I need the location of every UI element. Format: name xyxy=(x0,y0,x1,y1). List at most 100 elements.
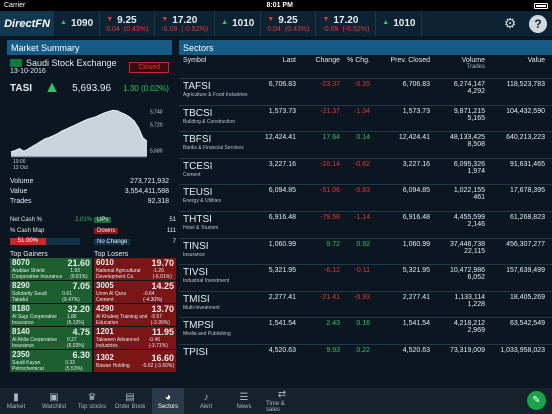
sector-volume: 1,022,155 xyxy=(453,187,485,195)
ticker-item[interactable]: ▲ 1010 xyxy=(376,11,423,36)
sector-last: 6,916.48 xyxy=(268,213,296,221)
ticker-pct: (0.43%) xyxy=(123,25,149,33)
loser-item[interactable]: 4290 13.70 Al Khaleej Training and Educat… xyxy=(94,304,176,326)
sector-symbol: TAFSI xyxy=(183,81,211,92)
ticker-item[interactable]: ▲ 1010 xyxy=(215,11,262,36)
sector-row[interactable]: TAFSI Agriculture & Food Industries 6,706… xyxy=(179,79,552,106)
stock-code: 4290 xyxy=(96,304,114,313)
tab-sectors[interactable]: ◕ Sectors xyxy=(152,388,184,414)
tab-time-sales[interactable]: ⇄ Time & sales xyxy=(266,388,298,414)
sector-row[interactable]: TIVSI Industrial Investment 5,321.95 -6.1… xyxy=(179,265,552,292)
col-prev[interactable]: Prev. Closed xyxy=(390,57,430,64)
sector-value: 456,307,277 xyxy=(506,240,545,248)
sectors-panel: Sectors Symbol Last Change % Chg. Prev. … xyxy=(179,40,552,385)
sector-trades: 8,508 xyxy=(467,141,485,149)
loser-item[interactable]: 6010 19.70 National Agricultural Developm… xyxy=(94,258,176,280)
sector-row[interactable]: THTSI Hotel & Tourism 6,916.48 -79.58 -1.… xyxy=(179,212,552,239)
sector-row[interactable]: TEUSI Energy & Utilities 6,094.85 -51.06 … xyxy=(179,185,552,212)
ticker-item[interactable]: ▼ 17.20 -0.09 (-0.52%) xyxy=(155,11,216,36)
stock-price: 16.60 xyxy=(151,353,174,363)
sector-last: 1,573.73 xyxy=(268,107,296,115)
loser-item[interactable]: 3005 14.25 Umm Al Qura Cement -0.64 (-4.30… xyxy=(94,281,176,303)
tab-top-stocks[interactable]: ♛ Top stocks xyxy=(76,388,108,414)
sector-last: 12,424.41 xyxy=(264,134,296,142)
sector-row[interactable]: TBFSI Banks & Financial Services 12,424.4… xyxy=(179,132,552,159)
col-symbol[interactable]: Symbol xyxy=(183,57,207,64)
stock-change: 0.27 xyxy=(66,337,77,343)
tab-alert[interactable]: ♪ Alert xyxy=(190,388,222,414)
sector-row[interactable]: TINSI Insurance 1,060.99 9.72 0.92 1,060.… xyxy=(179,239,552,266)
tab-news[interactable]: ☰ News xyxy=(228,388,260,414)
stock-price: 7.05 xyxy=(72,281,90,291)
sector-value: 17,678,395 xyxy=(509,187,545,195)
tab-market[interactable]: ▮ Market xyxy=(0,388,32,414)
tab-label: Time & sales xyxy=(266,401,285,413)
ticker-item[interactable]: ▲ 1090 xyxy=(54,11,101,36)
stock-name: Saudi Kayan Petrochemical xyxy=(12,360,44,372)
help-icon[interactable]: ? xyxy=(529,14,547,33)
book-icon: ▤ xyxy=(125,392,135,403)
sector-row[interactable]: TBCSI Building & Construction 1,573.73 -2… xyxy=(179,106,552,133)
stock-code: 3005 xyxy=(96,281,114,290)
gainer-item[interactable]: 2350 6.30 Saudi Kayan Petrochemical 0.33 (… xyxy=(10,350,92,372)
stock-code: 8140 xyxy=(12,327,30,336)
sector-value: 104,432,590 xyxy=(506,107,545,115)
ticker-strip[interactable]: ▲ 1090 ▼ 9.25 0.04 (0.43%) ▼ 17.20 -0.09 (-0.5… xyxy=(54,11,496,36)
col-pct[interactable]: % Chg. xyxy=(347,57,370,64)
sector-prev: 6,706.83 xyxy=(402,81,430,88)
tab-order-book[interactable]: ▤ Order Book xyxy=(114,388,146,414)
gear-icon[interactable]: ⚙ xyxy=(503,15,517,31)
downs-label: Downs xyxy=(94,227,119,234)
sector-trades: 1,228 xyxy=(467,300,485,308)
gainer-item[interactable]: 8180 32.20 Al Sagr Cooperative Insurance 1… xyxy=(10,304,92,326)
sector-trades: 2,146 xyxy=(467,220,485,228)
ticker-item[interactable]: ▼ 9.25 0.04 (0.43%) xyxy=(100,11,156,36)
gainer-item[interactable]: 8290 7.05 Solidarity Saudi Takaful 0.61 (9… xyxy=(10,281,92,303)
sector-row[interactable]: TMPSI Media and Publishing 1,541.54 2.43 … xyxy=(179,318,552,345)
col-volume[interactable]: Volume Trades xyxy=(461,57,485,70)
sector-desc: Industrial Investment xyxy=(183,278,230,285)
ticker-change: 0.04 xyxy=(106,25,120,33)
ticker-item[interactable]: ▼ 9.25 0.04 (0.43%) xyxy=(261,11,317,36)
downs-value: 111 xyxy=(166,227,176,234)
col-value[interactable]: Value xyxy=(527,57,545,64)
sector-pct: -0.93 xyxy=(354,293,370,301)
ticker-price: 17.20 xyxy=(172,14,198,26)
col-change[interactable]: Change xyxy=(315,57,340,64)
sector-row[interactable]: TCESI Cement 3,227.16 -20.14 -0.62 3,227.… xyxy=(179,159,552,186)
stock-pct: (6.03%) xyxy=(66,343,85,349)
sector-row[interactable]: TPISI 4,520.63 9.93 0.22 4,520.63 73,319… xyxy=(179,345,552,369)
stock-name: Al Khaleej Training and Education xyxy=(96,314,148,326)
stock-pct: (-3.99%) xyxy=(150,320,170,326)
value-value: 3,554,411,588 xyxy=(124,188,169,195)
ticker-price: 1010 xyxy=(232,18,255,29)
exchange-name[interactable]: Saudi Stock Exchange xyxy=(26,58,117,68)
top-gainers-label: Top Gainers xyxy=(10,251,48,258)
sector-volume: 6,095,326 xyxy=(453,160,485,168)
loser-item[interactable]: 1302 16.60 Bawan Holding -0.62 (-3.60%) xyxy=(94,350,176,372)
sector-volume: 10,472,986 xyxy=(449,267,485,275)
gainer-item[interactable]: 8070 21.60 Arabian Shield Cooperative Ins… xyxy=(10,258,92,280)
edit-pencil-icon[interactable]: ✎ xyxy=(527,391,546,410)
clock: 8:01 PM xyxy=(266,2,293,9)
top-losers-label: Top Losers xyxy=(94,251,129,258)
index-value: 5,693.96 xyxy=(72,82,112,94)
sector-volume: 1,133,114 xyxy=(454,293,485,301)
col-last[interactable]: Last xyxy=(282,57,296,64)
stock-change: -0.46 xyxy=(148,337,160,343)
ticker-price: 1010 xyxy=(393,18,416,29)
stock-change: -0.64 xyxy=(143,291,155,297)
sector-row[interactable]: TMISI Multi-Investment 2,277.41 -21.41 -0… xyxy=(179,292,552,319)
gainer-item[interactable]: 8140 4.75 Al Ahlia Cooperative Insurance 0… xyxy=(10,327,92,349)
sector-last: 1,541.54 xyxy=(268,320,296,328)
stock-pct: (-4.30%) xyxy=(143,297,163,303)
loser-item[interactable]: 1201 11.95 Takween Advanced Industries -0.… xyxy=(94,327,176,349)
status-bar: Carrier 8:01 PM xyxy=(0,0,552,11)
sector-trades: 4,292 xyxy=(467,88,485,95)
ticker-item[interactable]: ▼ 17.20 -0.09 (-0.52%) xyxy=(316,11,377,36)
tab-watchlist[interactable]: ▣ Watchlist xyxy=(38,388,70,414)
sector-value: 61,268,823 xyxy=(509,213,545,221)
stock-pct: (5.53%) xyxy=(65,366,83,372)
stock-code: 2350 xyxy=(12,350,30,359)
